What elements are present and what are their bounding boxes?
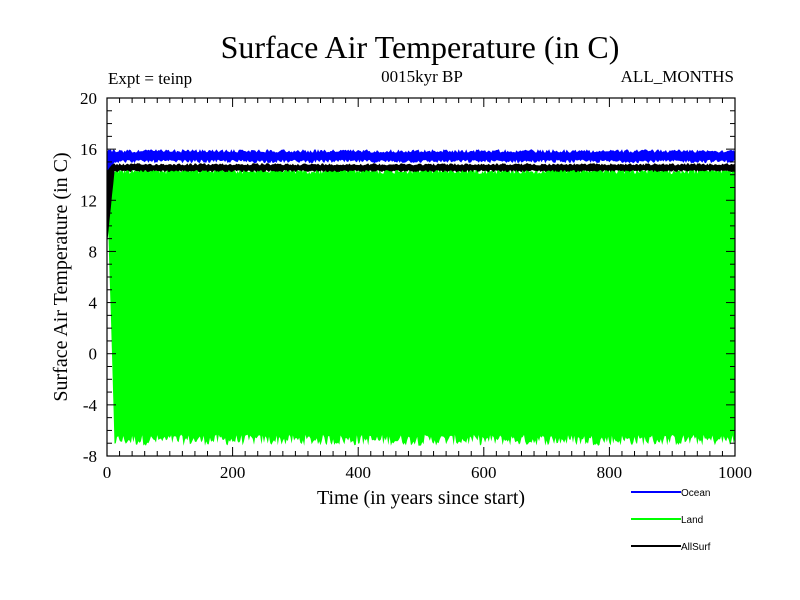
- y-tick-label: 16: [80, 140, 97, 159]
- chart-title: Surface Air Temperature (in C): [221, 29, 620, 65]
- x-axis-label: Time (in years since start): [317, 487, 525, 509]
- x-tick-label: 1000: [718, 463, 752, 482]
- y-tick-label: 0: [89, 345, 98, 364]
- months-label: ALL_MONTHS: [621, 67, 734, 86]
- x-tick-label: 400: [345, 463, 371, 482]
- expt-label: Expt = teinp: [108, 69, 192, 88]
- series-band-allsurf: [107, 163, 735, 245]
- x-tick-label: 600: [471, 463, 497, 482]
- legend-label-ocean: Ocean: [681, 488, 710, 499]
- y-tick-label: 4: [89, 294, 98, 313]
- series-band-land: [107, 165, 735, 446]
- legend: Ocean Land AllSurf: [631, 488, 711, 553]
- y-tick-label: -8: [83, 447, 97, 466]
- period-label: 0015kyr BP: [381, 67, 463, 86]
- y-tick-label: -4: [83, 396, 98, 415]
- legend-label-allsurf: AllSurf: [681, 542, 711, 553]
- y-tick-label: 8: [89, 242, 98, 261]
- legend-label-land: Land: [681, 515, 703, 526]
- y-tick-label: 20: [80, 89, 97, 108]
- x-tick-label: 800: [597, 463, 623, 482]
- series-band-ocean: [107, 149, 735, 171]
- y-axis-label: Surface Air Temperature (in C): [50, 152, 72, 401]
- x-tick-label: 200: [220, 463, 246, 482]
- x-tick-label: 0: [103, 463, 112, 482]
- y-tick-label: 12: [80, 191, 97, 210]
